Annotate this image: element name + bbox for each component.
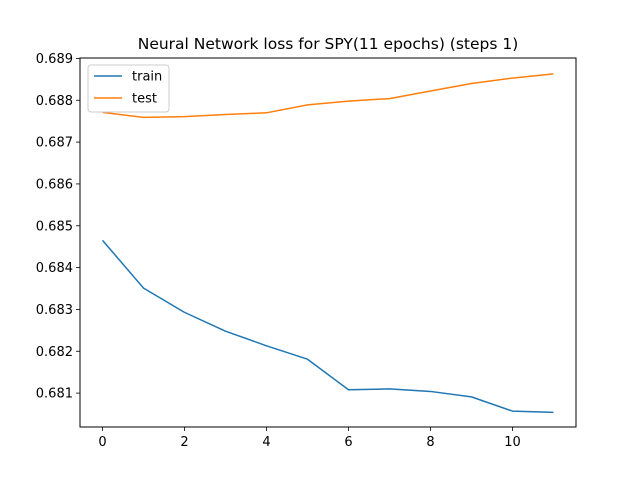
y-tick-label: 0.684 [36,261,73,276]
y-tick-label: 0.685 [36,219,73,234]
y-tick-label: 0.681 [36,387,73,402]
legend: train test [87,64,170,113]
series-line-test [102,73,554,119]
legend-label-test: test [132,92,157,107]
x-tick-label: 0 [98,435,106,450]
chart-title: Neural Network loss for SPY(11 epochs) (… [138,35,519,53]
x-tick-label: 8 [426,435,434,450]
axes: 0 2 4 6 8 10 0.681 0.682 0.683 0.684 0.685 0.686 0.6… [36,52,521,450]
plot-area [101,73,554,414]
x-tick-label: 2 [180,435,188,450]
y-tick-label: 0.686 [36,177,73,192]
x-tick-label: 6 [344,435,352,450]
x-tick-label: 4 [262,435,270,450]
y-tick-label: 0.687 [36,136,73,151]
x-tick-label: 10 [504,435,521,450]
y-tick-label: 0.682 [36,345,73,360]
y-tick-label: 0.683 [36,303,73,318]
legend-label-train: train [132,70,162,85]
y-tick-label: 0.688 [36,94,73,109]
plot-frame [79,57,577,428]
y-tick-label: 0.689 [36,52,73,67]
series-line-train [101,239,554,414]
